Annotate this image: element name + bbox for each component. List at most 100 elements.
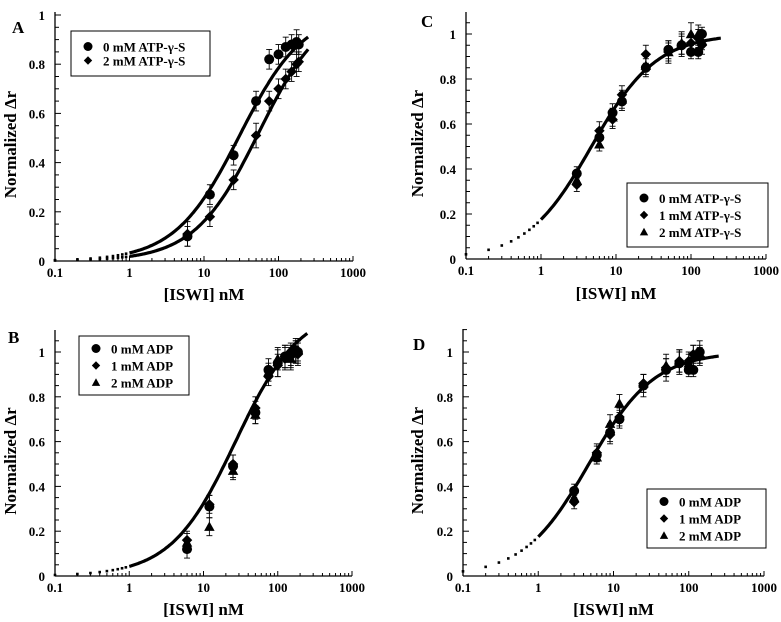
data-point-diamond <box>228 174 239 186</box>
y-tick-label: 0.8 <box>437 390 454 405</box>
series-1 <box>181 338 304 550</box>
legend-label: 2 mM ADP <box>679 529 741 544</box>
data-point-triangle <box>250 409 261 419</box>
data-point-diamond <box>293 56 305 67</box>
y-tick-label: 1 <box>39 8 46 23</box>
data-point-triangle <box>614 398 625 408</box>
fit-extrapolation-dot <box>536 221 539 225</box>
fit-extrapolation-dot <box>517 236 520 239</box>
y-tick-label: 0.2 <box>437 524 453 539</box>
legend-marker-circle <box>659 497 669 506</box>
data-point-diamond <box>182 228 193 240</box>
fit-extrapolation-dot <box>120 255 124 259</box>
data-point-triangle <box>685 28 697 39</box>
panel-letter: A <box>12 18 25 37</box>
data-point-triangle <box>616 94 628 104</box>
y-tick-label: 0.4 <box>29 479 46 494</box>
fit-extrapolation-dot <box>509 240 513 243</box>
fit-extrapolation-dot <box>464 253 468 256</box>
y-tick-label: 0 <box>450 252 457 267</box>
fit-curve <box>129 35 310 255</box>
y-tick-label: 0.6 <box>440 117 457 132</box>
x-tick-label: 100 <box>681 263 701 278</box>
y-axis-title: Normalized Δr <box>1 407 20 515</box>
x-axis-title: [ISWI] nM <box>573 600 654 619</box>
data-point-triangle <box>676 37 687 48</box>
legend-label: 2 mM ATP-γ-S <box>659 225 741 240</box>
legend: 0 mM ATP-γ-S2 mM ATP-γ-S <box>70 30 211 77</box>
x-axis-title: [ISWI] nM <box>576 284 657 303</box>
fit-extrapolation-dot <box>497 561 501 564</box>
legend-marker-diamond <box>91 361 101 370</box>
fit-extrapolation-dot <box>507 557 510 560</box>
x-tick-label: 0.1 <box>458 263 474 278</box>
fit-extrapolation-dot <box>111 254 115 258</box>
data-point-triangle <box>263 366 274 377</box>
legend-label: 1 mM ADP <box>679 512 741 527</box>
fit-extrapolation-dot <box>461 570 465 573</box>
x-tick-label: 1000 <box>753 263 779 278</box>
data-point-triangle <box>674 355 685 366</box>
fit-extrapolation-dot <box>111 256 115 260</box>
x-tick-label: 1000 <box>339 580 365 595</box>
fit-extrapolation-dot <box>525 545 528 549</box>
fit-extrapolation-dot <box>53 573 57 577</box>
data-point-diamond <box>204 499 215 510</box>
fit-extrapolation-dot <box>520 549 523 552</box>
x-tick-label: 10 <box>198 265 211 280</box>
x-tick-label: 100 <box>679 580 699 595</box>
data-point-triangle <box>285 353 297 363</box>
fit-extrapolation-dot <box>487 248 490 252</box>
legend-marker-circle <box>83 42 93 51</box>
data-point-circle <box>293 39 304 50</box>
fit-extrapolation-dot <box>514 553 517 556</box>
data-point-triangle <box>663 46 674 57</box>
x-tick-label: 0.1 <box>455 580 471 595</box>
data-point-triangle <box>204 521 215 531</box>
x-tick-label: 1 <box>126 265 133 280</box>
legend-marker-circle <box>639 193 649 203</box>
x-tick-label: 1000 <box>751 580 777 595</box>
y-tick-label: 0.8 <box>29 390 46 405</box>
fit-extrapolation-dot <box>105 569 109 573</box>
x-tick-label: 0.1 <box>47 580 63 595</box>
fit-extrapolation-dot <box>89 258 92 261</box>
data-point-triangle <box>279 351 291 361</box>
data-point-diamond <box>263 95 275 107</box>
data-point-diamond <box>204 211 216 222</box>
y-tick-label: 0.2 <box>29 524 45 539</box>
data-point-triangle <box>594 139 605 149</box>
x-axis-title: [ISWI] nM <box>163 600 244 619</box>
fit-extrapolation-dot <box>528 228 531 232</box>
legend-label: 0 mM ATP-γ-S <box>103 40 185 55</box>
fit-extrapolation-dot <box>98 256 102 259</box>
y-tick-label: 0.2 <box>29 205 45 220</box>
legend-marker-diamond <box>83 56 93 65</box>
data-point-circle <box>264 54 275 65</box>
fit-extrapolation-dot <box>120 253 124 256</box>
legend-label: 1 mM ATP-γ-S <box>659 208 741 223</box>
panel-a: A 0.1 1 10 100 1000 0 0.2 0.4 0.6 0.8 1 [ISWI] nM Nor… <box>1 8 366 304</box>
data-point-diamond <box>280 73 291 85</box>
y-tick-label: 0.4 <box>437 479 454 494</box>
x-tick-label: 1000 <box>340 265 366 280</box>
data-point-diamond <box>286 66 297 77</box>
x-tick-label: 10 <box>610 263 623 278</box>
x-tick-label: 10 <box>197 580 210 595</box>
data-point-triangle <box>607 112 618 122</box>
panel-d: D 0.1 1 10 100 1000 0 0.2 0.4 0.6 0.8 1 [ISWI] nM Nor… <box>408 329 777 619</box>
data-point-triangle <box>181 537 193 547</box>
panel-letter: C <box>421 12 433 31</box>
legend: 0 mM ADP 1 mM ADP 2 mM ADP <box>646 488 767 549</box>
y-tick-label: 0.2 <box>440 207 456 222</box>
data-point-circle <box>251 96 262 107</box>
data-point-diamond <box>614 411 625 423</box>
legend-label: 2 mM ADP <box>111 376 173 391</box>
x-tick-label: 0.1 <box>47 265 63 280</box>
series-2 <box>568 344 705 505</box>
fit-extrapolation-dot <box>76 258 79 262</box>
y-tick-label: 1 <box>39 345 46 360</box>
data-point-triangle <box>693 28 704 39</box>
series-0 <box>571 26 707 181</box>
x-tick-label: 100 <box>268 580 288 595</box>
